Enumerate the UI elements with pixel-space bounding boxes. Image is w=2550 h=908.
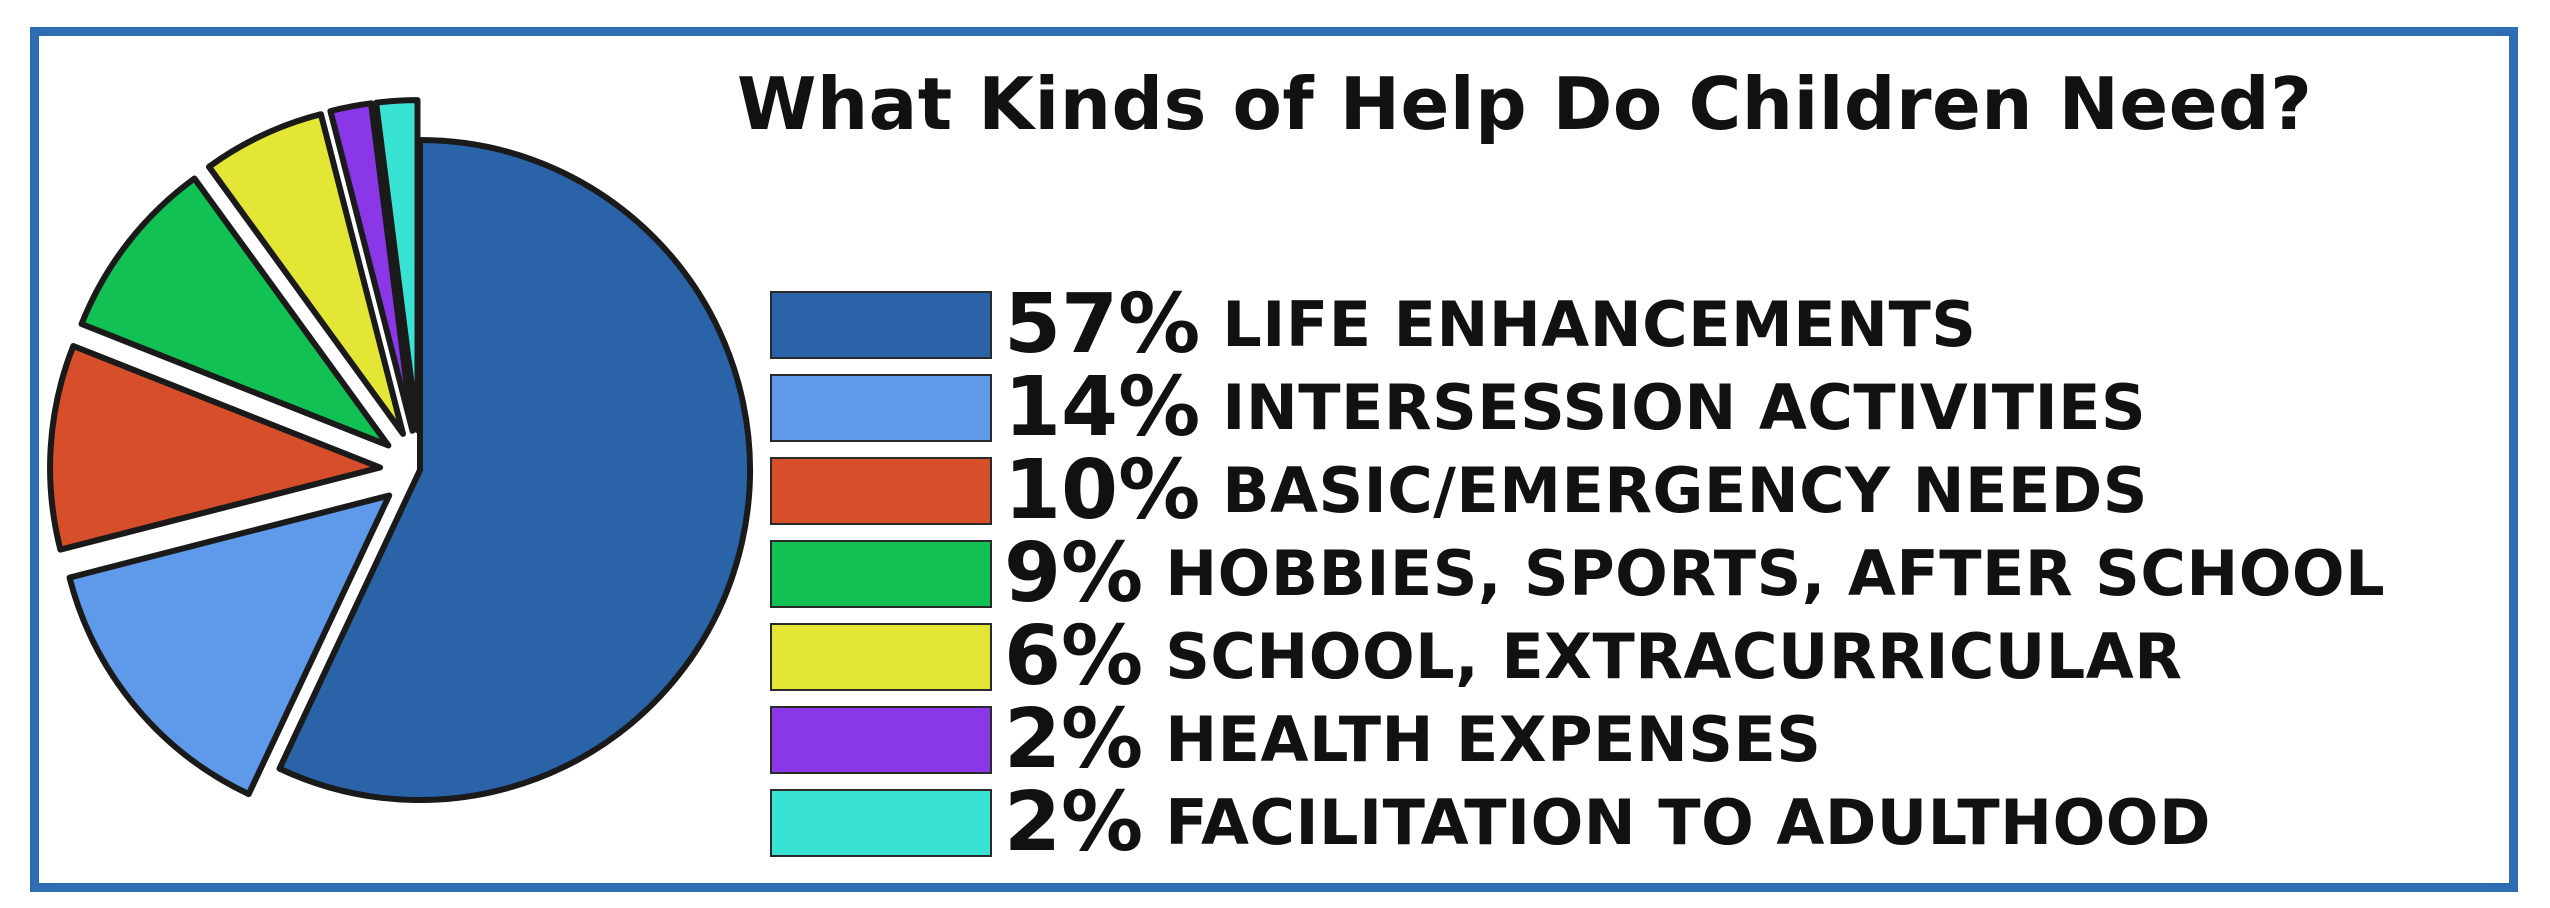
legend-item-health-expenses: 2% HEALTH EXPENSES [770,698,2490,781]
legend-item-basic-emergency-needs: 10% BASIC/EMERGENCY NEEDS [770,449,2490,532]
legend-item-intersession-activities: 14% INTERSESSION ACTIVITIES [770,366,2490,449]
legend-item-facilitation-to-adulthood: 2% FACILITATION TO ADULTHOOD [770,781,2490,864]
legend-percent: 2% [1004,774,1144,870]
legend-item-school-extracurricular: 6% SCHOOL, EXTRACURRICULAR [770,615,2490,698]
legend-label: BASIC/EMERGENCY NEEDS [1222,453,2148,527]
pie-slice-hobbies-sports-after-school [78,175,392,449]
legend-label: HEALTH EXPENSES [1165,702,1822,776]
legend: 57% LIFE ENHANCEMENTS 14% INTERSESSION A… [770,283,2490,864]
pie-slice-life-enhancements [276,137,753,803]
legend-percent: 14% [1004,359,1201,455]
legend-percent: 57% [1004,276,1201,372]
legend-item-hobbies-sports: 9% HOBBIES, SPORTS, AFTER SCHOOL [770,532,2490,615]
legend-swatch [770,373,992,442]
legend-percent: 10% [1004,442,1201,538]
pie-slice-school-extracurricular [206,111,406,437]
pie-chart [47,97,753,803]
pie-slice-basic-emergency-needs [47,343,384,553]
legend-label: INTERSESSION ACTIVITIES [1222,370,2147,444]
legend-swatch [770,290,992,359]
pie-slice-intersession-activities [66,492,393,798]
legend-percent: 9% [1004,525,1144,621]
legend-percent: 6% [1004,608,1144,704]
legend-percent: 2% [1004,691,1144,787]
pie-slice-facilitation-to-adulthood [373,97,421,434]
legend-swatch [770,539,992,608]
legend-label: SCHOOL, EXTRACURRICULAR [1165,619,2183,693]
legend-swatch [770,788,992,857]
legend-label: FACILITATION TO ADULTHOOD [1165,785,2211,859]
legend-item-life-enhancements: 57% LIFE ENHANCEMENTS [770,283,2490,366]
legend-swatch [770,622,992,691]
legend-swatch [770,705,992,774]
pie-slice-health-expenses [327,100,416,434]
chart-title: What Kinds of Help Do Children Need? [737,62,2313,146]
legend-swatch [770,456,992,525]
legend-label: HOBBIES, SPORTS, AFTER SCHOOL [1165,536,2386,610]
legend-label: LIFE ENHANCEMENTS [1222,287,1977,361]
